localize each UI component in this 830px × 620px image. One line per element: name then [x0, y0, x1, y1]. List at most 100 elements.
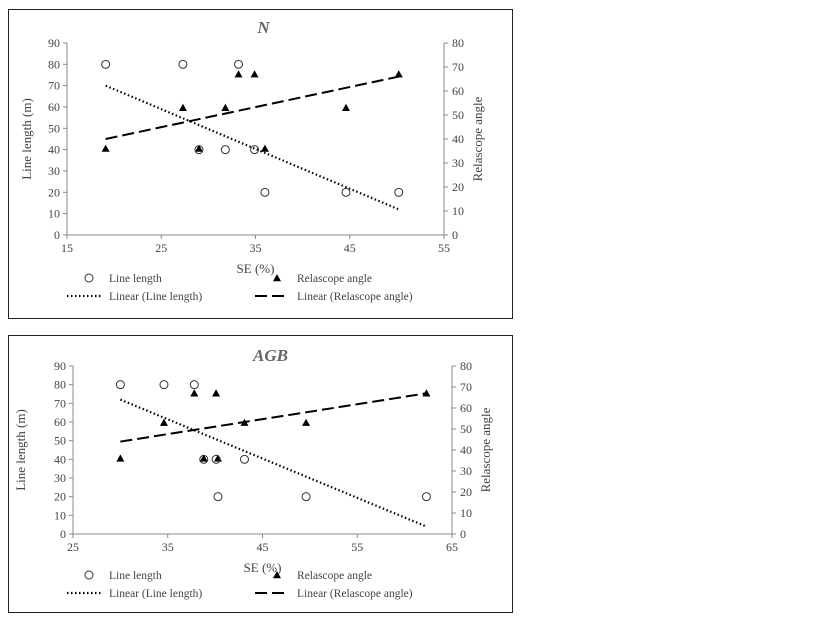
y2-axis-label: Relascope angle	[478, 407, 493, 492]
legend-marker-line-length	[84, 570, 94, 580]
y2-axis-label: Relascope angle	[470, 96, 485, 181]
legend-marker-relascope-angle	[273, 274, 281, 282]
chart-title: AGB	[252, 346, 288, 365]
data-point-line-length	[260, 187, 270, 197]
y2-tick-label: 80	[452, 36, 464, 50]
y-tick-label: 90	[54, 359, 66, 373]
data-point-line-length	[211, 454, 221, 464]
y2-tick-label: 10	[460, 506, 472, 520]
y-tick-label: 0	[54, 228, 60, 242]
data-point-relascope-angle	[190, 389, 199, 397]
data-point-relascope-angle	[260, 144, 269, 152]
trendline-line-length	[119, 398, 427, 528]
trendline-relascope-angle	[120, 392, 427, 443]
y-axis-label: Line length (m)	[13, 409, 28, 491]
data-point-line-length	[101, 59, 111, 69]
data-point-relascope-angle	[221, 103, 230, 111]
y-tick-label: 80	[48, 57, 60, 71]
data-point-line-length	[421, 492, 431, 502]
legend-label: Line length	[109, 570, 162, 582]
y2-tick-label: 60	[460, 401, 472, 415]
data-point-relascope-angle	[422, 389, 431, 397]
data-point-line-length	[234, 59, 244, 69]
legend-marker-line-length	[84, 273, 94, 283]
y-tick-label: 30	[54, 471, 66, 485]
x-tick-label: 35	[162, 540, 174, 554]
chart-n-svg: N 0 10 20 30 40 50 60 70 80 90 0 10 20 30 40 50 60 70 80 15 2…	[19, 18, 485, 303]
y2-tick-label: 60	[452, 84, 464, 98]
y2-tick-label: 30	[452, 156, 464, 170]
data-point-relascope-angle	[240, 418, 249, 426]
y-tick-label: 30	[48, 164, 60, 178]
legend-marker-relascope-angle	[273, 571, 281, 579]
y-tick-label: 50	[48, 121, 60, 135]
data-point-line-length	[178, 59, 188, 69]
x-axis-label: SE (%)	[237, 261, 275, 276]
data-point-line-length	[189, 380, 199, 390]
data-point-relascope-angle	[194, 144, 203, 152]
trendline-line-length	[105, 84, 400, 211]
y-tick-label: 70	[54, 396, 66, 410]
chart-panel-agb: AGB 0 10 20 30 40 50 60 70 80 90 0 10 20 30 40 50 60 70 80 2…	[8, 335, 513, 613]
y-tick-label: 90	[48, 36, 60, 50]
y-tick-label: 70	[48, 79, 60, 93]
data-point-line-length	[394, 187, 404, 197]
legend-label: Linear (Relascope angle)	[297, 588, 413, 600]
data-point-relascope-angle	[178, 103, 187, 111]
data-point-line-length	[194, 145, 204, 155]
legend-label: Linear (Relascope angle)	[297, 291, 413, 303]
y-tick-label: 10	[48, 207, 60, 221]
chart-agb-svg: AGB 0 10 20 30 40 50 60 70 80 90 0 10 20 30 40 50 60 70 80 2…	[13, 346, 493, 600]
data-point-relascope-angle	[234, 70, 243, 78]
x-tick-label: 45	[344, 241, 356, 255]
data-point-line-length	[213, 492, 223, 502]
y2-tick-label: 50	[460, 422, 472, 436]
x-axis-label: SE (%)	[244, 560, 282, 575]
y2-tick-label: 40	[460, 443, 472, 457]
legend-label: Relascope angle	[297, 570, 372, 582]
data-point-line-length	[301, 492, 311, 502]
y2-tick-label: 40	[452, 132, 464, 146]
legend-label: Relascope angle	[297, 273, 372, 285]
chart-panel-n: N 0 10 20 30 40 50 60 70 80 90 0 10 20 30 40 50 60 70 80 15 2…	[8, 9, 513, 319]
x-tick-label: 55	[438, 241, 450, 255]
y2-tick-label: 20	[460, 485, 472, 499]
y2-tick-label: 30	[460, 464, 472, 478]
x-tick-label: 65	[446, 540, 458, 554]
y2-tick-label: 0	[452, 228, 458, 242]
data-point-relascope-angle	[199, 454, 208, 462]
x-tick-label: 25	[67, 540, 79, 554]
data-point-line-length	[199, 454, 209, 464]
chart-title: N	[256, 18, 270, 37]
data-point-line-length	[159, 380, 169, 390]
x-tick-label: 35	[250, 241, 262, 255]
data-point-line-length	[239, 454, 249, 464]
y-tick-label: 60	[48, 100, 60, 114]
y-tick-label: 20	[54, 490, 66, 504]
data-point-relascope-angle	[302, 418, 311, 426]
y2-tick-label: 80	[460, 359, 472, 373]
y-tick-label: 0	[60, 527, 66, 541]
y2-tick-label: 50	[452, 108, 464, 122]
data-point-line-length	[341, 187, 351, 197]
data-point-relascope-angle	[250, 70, 259, 78]
x-tick-label: 25	[155, 241, 167, 255]
data-point-relascope-angle	[116, 454, 125, 462]
y-tick-label: 50	[54, 434, 66, 448]
legend-label: Line length	[109, 273, 162, 285]
data-point-relascope-angle	[159, 418, 168, 426]
y2-tick-label: 20	[452, 180, 464, 194]
legend-label: Linear (Line length)	[109, 588, 202, 600]
y-tick-label: 80	[54, 378, 66, 392]
data-point-relascope-angle	[394, 70, 403, 78]
trendline-relascope-angle	[105, 75, 399, 140]
data-point-relascope-angle	[212, 389, 221, 397]
data-point-line-length	[220, 145, 230, 155]
y-tick-label: 40	[48, 143, 60, 157]
y-tick-label: 60	[54, 415, 66, 429]
y-tick-label: 20	[48, 185, 60, 199]
y-axis-label: Line length (m)	[19, 98, 34, 180]
x-tick-label: 15	[61, 241, 73, 255]
data-point-line-length	[115, 380, 125, 390]
y-tick-label: 10	[54, 508, 66, 522]
